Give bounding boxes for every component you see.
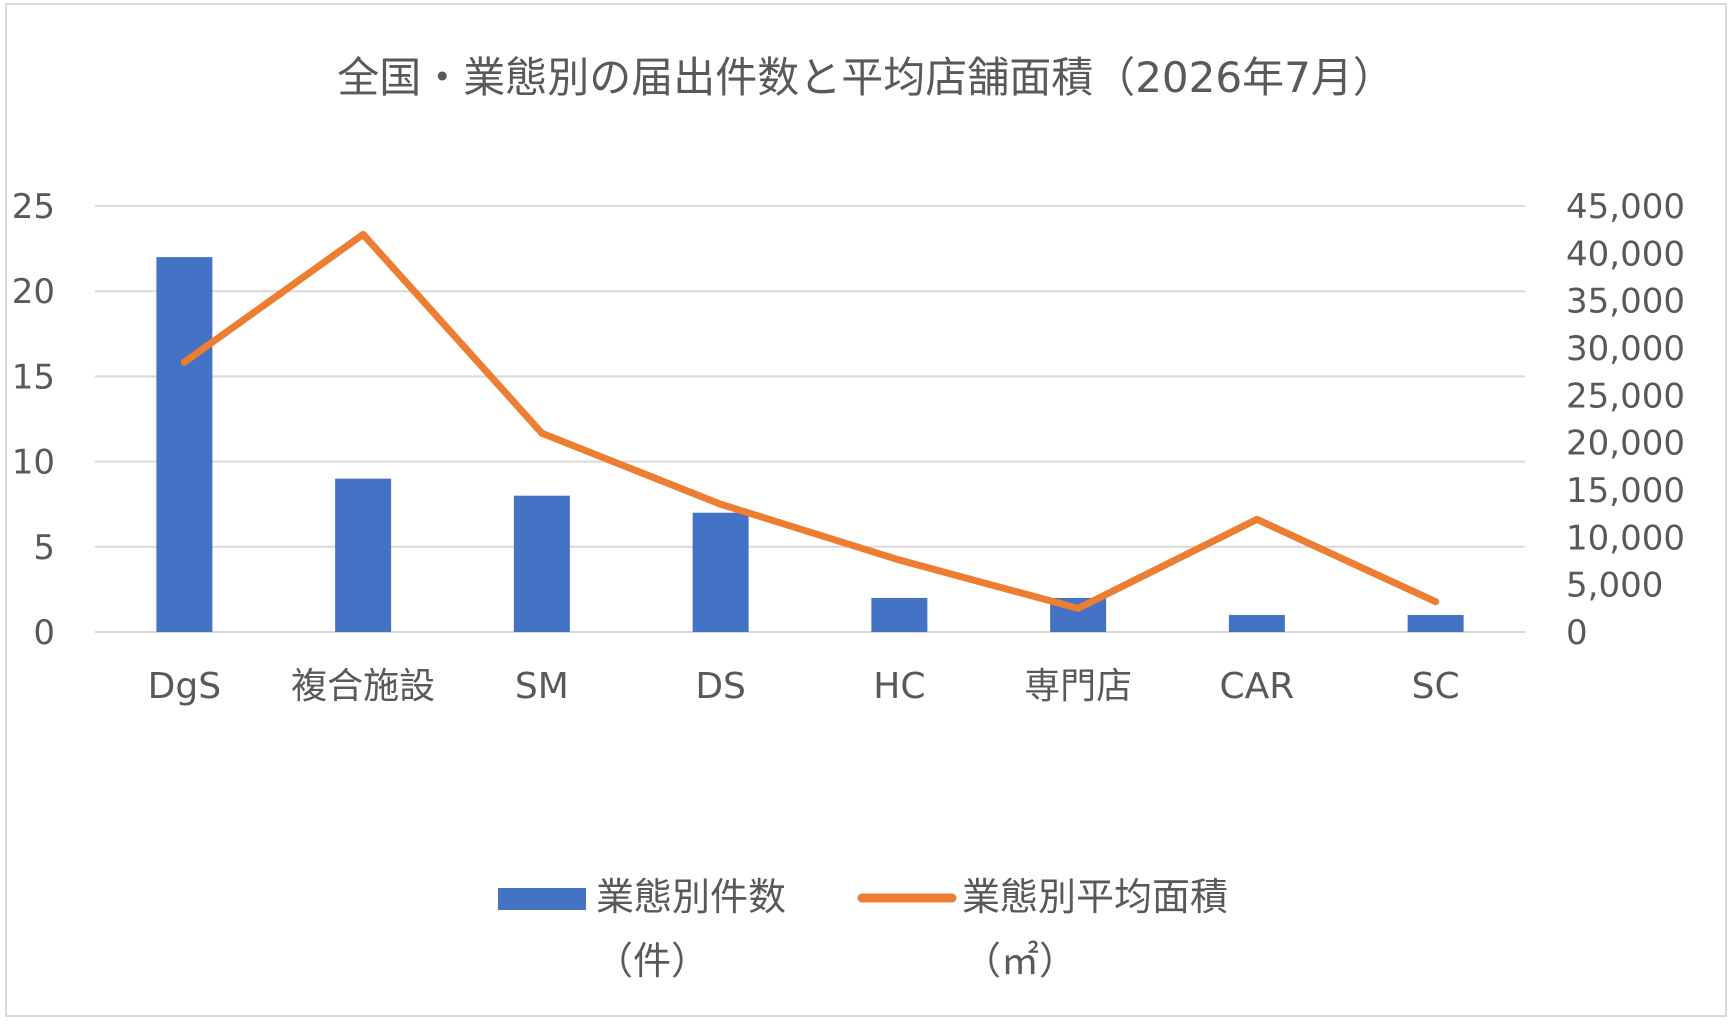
legend-bar-unit: （件）	[595, 939, 709, 983]
right-axis-tick-label: 10,000	[1566, 518, 1685, 558]
line-point	[1432, 598, 1440, 606]
left-axis-tick-label: 20	[12, 272, 55, 312]
right-axis-tick-label: 40,000	[1566, 234, 1685, 274]
line-point	[359, 230, 367, 238]
left-axis-tick-label: 10	[12, 443, 55, 483]
category-axis-labels: DgS 複合施設 SM DS HC 専門店 CAR SC	[148, 666, 1460, 707]
legend-bar-label: 業態別件数	[596, 875, 786, 919]
line-point	[1074, 604, 1082, 612]
line-point	[180, 358, 188, 366]
category-label: SC	[1412, 666, 1460, 707]
line-series	[180, 230, 1440, 612]
right-axis-tick-label: 15,000	[1566, 471, 1685, 511]
line-point	[895, 556, 903, 564]
bar-series	[156, 257, 1464, 632]
category-label: HC	[873, 666, 925, 707]
line-point	[1253, 515, 1261, 523]
category-label: 複合施設	[291, 666, 435, 707]
line-point	[717, 500, 725, 508]
legend: 業態別件数 （件） 業態別平均面積 （㎡）	[498, 875, 1228, 983]
right-axis-tick-label: 30,000	[1566, 329, 1685, 369]
bar	[1228, 614, 1285, 632]
category-label: DS	[695, 666, 746, 707]
right-axis-tick-label: 25,000	[1566, 376, 1685, 416]
category-label: CAR	[1219, 666, 1294, 707]
gridlines	[95, 205, 1525, 633]
category-label: 専門店	[1024, 666, 1132, 707]
bar	[692, 512, 749, 632]
legend-line-label: 業態別平均面積	[962, 875, 1228, 919]
left-axis-tick-label: 0	[33, 613, 55, 653]
bar	[335, 478, 392, 632]
left-axis-tick-label: 5	[33, 528, 55, 568]
chart-title: 全国・業態別の届出件数と平均店舗面積（2026年7月）	[337, 53, 1395, 102]
chart-frame	[5, 3, 1727, 1017]
bar	[513, 495, 570, 632]
category-label: DgS	[148, 666, 221, 707]
category-label: SM	[515, 666, 569, 707]
right-axis-tick-label: 0	[1566, 613, 1588, 653]
bar	[1407, 614, 1464, 632]
right-axis-tick-label: 45,000	[1566, 187, 1685, 227]
bar	[156, 257, 213, 632]
legend-line-unit: （㎡）	[963, 939, 1077, 983]
right-axis-ticks: 0 5,000 10,000 15,000 20,000 25,000 30,000 35,0…	[1566, 187, 1685, 653]
legend-bar-swatch	[498, 888, 586, 910]
bar	[871, 597, 928, 632]
left-axis-tick-label: 25	[12, 187, 55, 227]
area-line	[180, 230, 1440, 612]
right-axis-tick-label: 5,000	[1566, 566, 1663, 606]
right-axis-tick-label: 35,000	[1566, 282, 1685, 322]
left-axis-tick-label: 15	[12, 357, 55, 397]
right-axis-tick-label: 20,000	[1566, 424, 1685, 464]
line-point	[538, 429, 546, 437]
left-axis-ticks: 0 5 10 15 20 25	[12, 187, 55, 653]
